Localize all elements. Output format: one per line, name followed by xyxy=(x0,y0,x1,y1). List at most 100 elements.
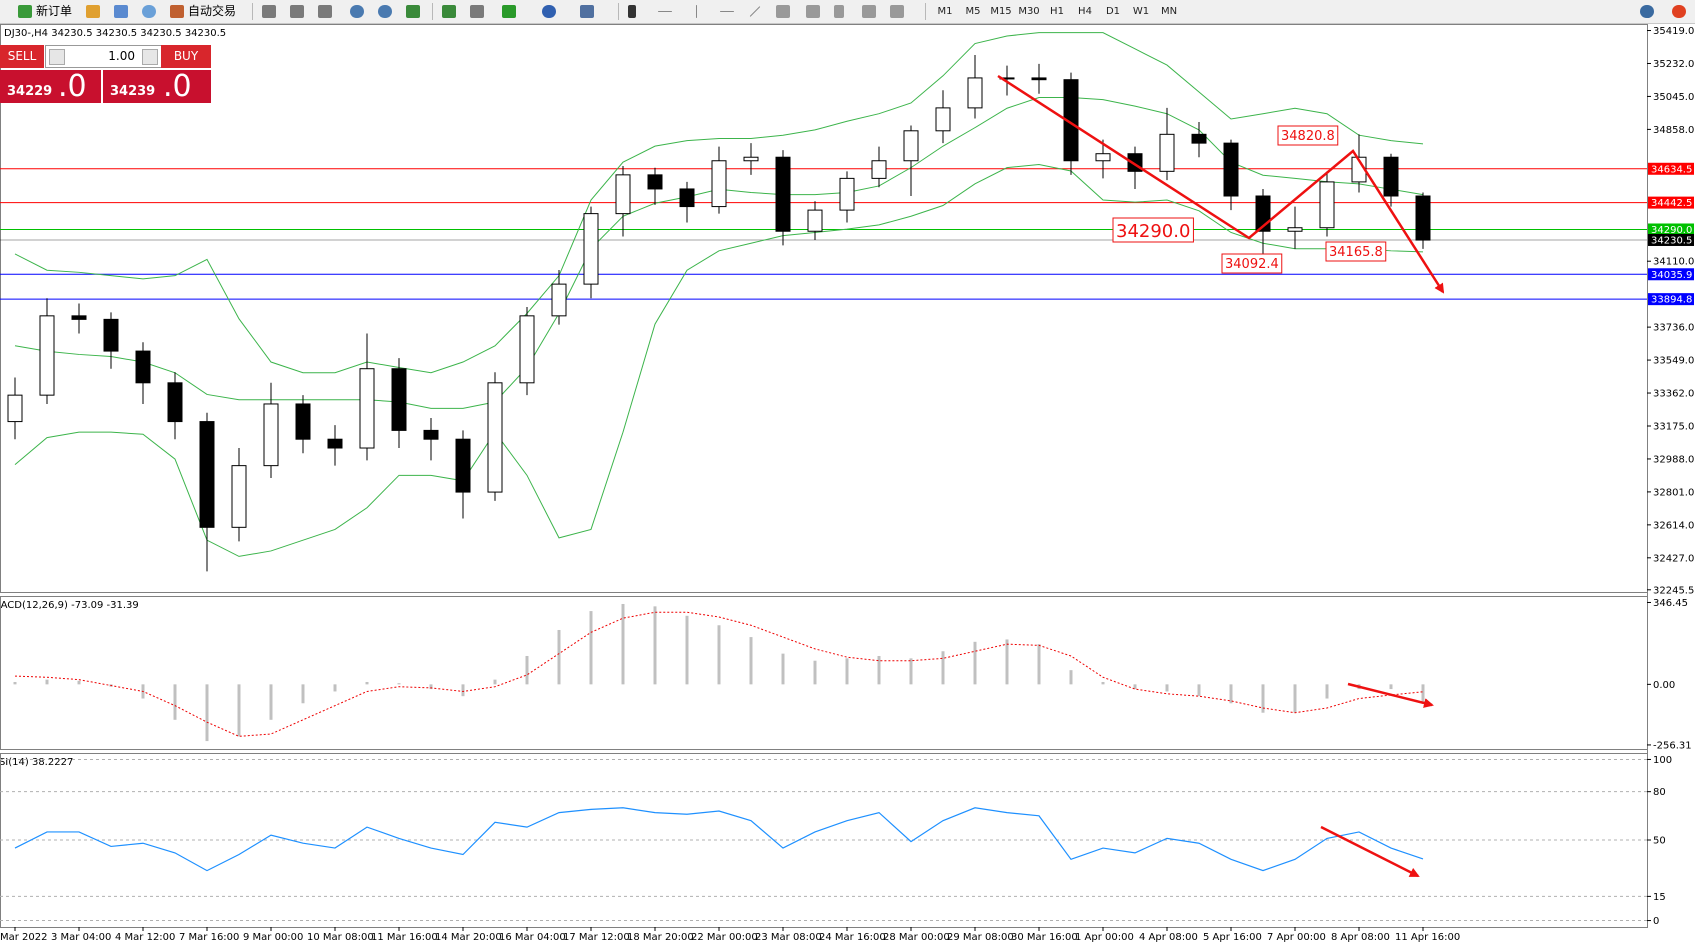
icon[interactable] xyxy=(542,5,556,18)
timeframe-button[interactable]: H4 xyxy=(1078,6,1092,17)
x-tick-label: 7 Apr 00:00 xyxy=(1267,932,1326,943)
bid-fraction: .0 xyxy=(58,69,87,104)
icon[interactable] xyxy=(378,5,392,18)
candle-body xyxy=(231,465,247,528)
bollinger-band xyxy=(14,163,1424,557)
macd-bar xyxy=(877,655,881,685)
timeframe-button[interactable]: MN xyxy=(1160,6,1178,17)
icon[interactable] xyxy=(114,5,128,18)
icon[interactable] xyxy=(350,5,364,18)
y-tick-label: 346.45 xyxy=(1653,598,1688,609)
timeframe-button[interactable]: H1 xyxy=(1050,6,1064,17)
rsi-label: RSI(14) 38.2227 xyxy=(0,757,73,768)
one-click-trading: SELL 1.00 BUY 34229 .0 34239 .0 xyxy=(0,45,211,103)
level-tag-label: 34290.0 xyxy=(1651,225,1692,236)
candle-body xyxy=(647,174,663,190)
new-order-button[interactable]: 新订单 xyxy=(36,4,73,18)
x-tick-label: 8 Apr 08:00 xyxy=(1331,932,1390,943)
timeframe-button[interactable]: W1 xyxy=(1132,6,1150,17)
icon[interactable] xyxy=(580,5,594,18)
candle-body xyxy=(583,213,599,285)
icon[interactable] xyxy=(776,5,790,18)
icon[interactable] xyxy=(502,5,516,18)
timeframe-button[interactable]: M5 xyxy=(965,6,981,17)
icon[interactable] xyxy=(834,5,844,18)
icon[interactable] xyxy=(890,5,904,18)
candle-body xyxy=(1415,195,1431,241)
y-tick-label: 32427.0 xyxy=(1653,553,1694,564)
macd-bar xyxy=(1165,684,1169,692)
icon[interactable] xyxy=(720,11,734,12)
timeframe-button[interactable]: M1 xyxy=(937,6,953,17)
macd-signal xyxy=(14,611,1424,737)
icon[interactable] xyxy=(262,5,276,18)
y-tick-label: 34858.0 xyxy=(1653,125,1694,136)
level-tag xyxy=(1648,268,1694,281)
icon[interactable] xyxy=(86,5,100,18)
auto-trading-button[interactable]: 自动交易 xyxy=(188,4,237,18)
icon[interactable] xyxy=(142,5,156,18)
icon[interactable] xyxy=(658,11,672,12)
candle-body xyxy=(743,156,759,162)
candle-body xyxy=(359,368,375,449)
lots-down[interactable] xyxy=(49,49,65,65)
timeframe-button[interactable]: M30 xyxy=(1018,6,1040,17)
sell-button[interactable]: SELL xyxy=(0,45,44,68)
timeframe-button[interactable]: D1 xyxy=(1105,6,1121,17)
macd-bar xyxy=(621,603,625,685)
icon[interactable] xyxy=(862,5,876,18)
macd-bar xyxy=(13,681,17,685)
trend-arrow xyxy=(1320,825,1420,878)
candle-body xyxy=(199,421,215,528)
macd-bar xyxy=(717,625,721,685)
icon[interactable] xyxy=(806,5,820,18)
lots-input[interactable]: 1.00 xyxy=(45,45,162,68)
lots-up[interactable] xyxy=(142,49,158,65)
macd-bar xyxy=(1261,684,1265,713)
candle-body xyxy=(1319,181,1335,229)
macd-bar xyxy=(909,658,913,685)
x-tick-label: Mar 2022 xyxy=(0,932,48,943)
candle-body xyxy=(1095,153,1111,162)
candle-body xyxy=(167,382,183,423)
macd-bar xyxy=(237,684,241,737)
icon[interactable] xyxy=(749,6,761,17)
icon[interactable] xyxy=(290,5,304,18)
timeframe-button[interactable]: M15 xyxy=(990,6,1012,17)
icon[interactable] xyxy=(696,5,697,18)
x-tick-label: 30 Mar 16:00 xyxy=(1011,932,1078,943)
icon[interactable] xyxy=(318,5,332,18)
icon[interactable] xyxy=(406,5,420,18)
x-tick-label: 9 Mar 00:00 xyxy=(243,932,303,943)
candle-body xyxy=(135,350,151,384)
ask-main: 34239 xyxy=(110,84,156,99)
y-tick-label: 0.00 xyxy=(1653,680,1675,691)
icon[interactable] xyxy=(442,5,456,18)
buy-button[interactable]: BUY xyxy=(161,45,211,68)
y-tick-label: 33736.0 xyxy=(1653,323,1694,334)
macd-bar xyxy=(269,684,273,720)
x-tick-label: 10 Mar 08:00 xyxy=(307,932,374,943)
candle-body xyxy=(967,77,983,109)
macd-bar xyxy=(397,683,401,685)
notification-icon[interactable] xyxy=(1672,5,1686,18)
macd-bar xyxy=(365,681,369,685)
x-tick-label: 28 Mar 00:00 xyxy=(883,932,950,943)
annotation-label: 34820.8 xyxy=(1281,129,1335,144)
ask-box[interactable]: 34239 .0 xyxy=(103,70,211,103)
bollinger-band xyxy=(14,96,1424,409)
icon[interactable] xyxy=(628,5,636,18)
y-tick-label: 33175.0 xyxy=(1653,421,1694,432)
panel-border xyxy=(0,596,1648,750)
search-icon[interactable] xyxy=(1640,5,1654,18)
bid-box[interactable]: 34229 .0 xyxy=(0,70,101,103)
panel-border xyxy=(0,24,1648,593)
macd-bar xyxy=(685,615,689,685)
icon[interactable] xyxy=(470,5,484,18)
y-tick-label: 32614.0 xyxy=(1653,520,1694,531)
candle-body xyxy=(7,394,23,423)
macd-bar xyxy=(173,684,177,720)
x-tick-label: 24 Mar 16:00 xyxy=(819,932,886,943)
macd-bar xyxy=(1197,684,1201,697)
